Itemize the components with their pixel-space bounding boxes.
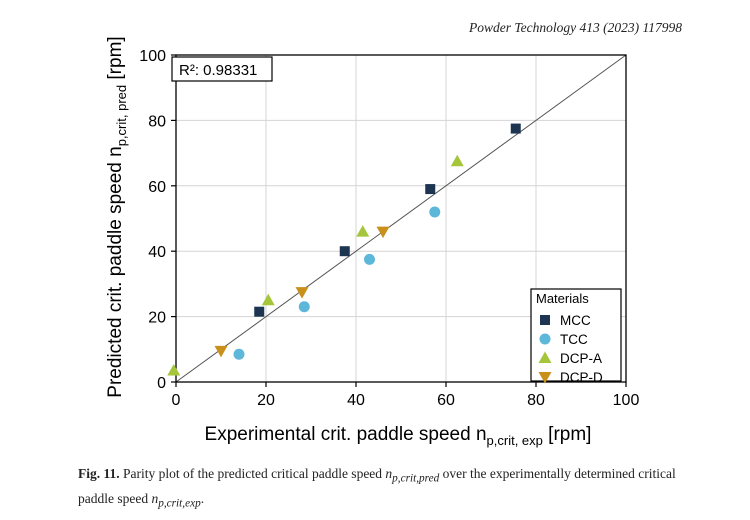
caption-var-1: np,crit,pred: [385, 466, 439, 485]
data-point-dcp-d: [295, 287, 309, 299]
legend-label-mcc: MCC: [560, 313, 591, 328]
legend-marker-dcp-d: [538, 372, 552, 384]
x-tick-label: 40: [347, 392, 365, 409]
parity-line: [175, 54, 627, 383]
caption-var-2-symbol: n: [151, 490, 159, 506]
parity-plot: 0 20 40 60 80 100 0 20 40 60 80 100 R²: 0.98331 Mat…: [105, 36, 639, 448]
x-tick-label: 100: [613, 392, 640, 409]
legend: Materials MCC TCC DCP-A DCP-D: [530, 288, 622, 385]
data-point-mcc: [510, 123, 521, 134]
caption-text-2: over the experimentally determined criti…: [78, 466, 676, 506]
data-point-tcc: [429, 206, 441, 218]
y-tick-label: 60: [148, 179, 166, 196]
data-point-tcc: [233, 348, 245, 360]
data-point-mcc: [425, 184, 436, 195]
caption-var-2: np,crit,exp: [151, 490, 201, 510]
figure-caption: Fig. 11. Parity plot of the predicted cr…: [78, 464, 698, 513]
caption-var-1-sub: p,crit,pred: [392, 472, 440, 485]
data-point-dcp-d: [214, 345, 228, 358]
r2-label: R²: 0.98331: [179, 62, 257, 79]
data-point-dcp-a: [261, 293, 275, 306]
legend-label-dcp-d: DCP-D: [560, 370, 603, 385]
x-tick-label: 60: [437, 392, 455, 409]
data-point-dcp-a: [450, 154, 464, 167]
data-point-tcc: [298, 301, 310, 313]
data-point-tcc: [364, 253, 375, 265]
plot-frame: [175, 54, 627, 383]
legend-title: Materials: [536, 291, 589, 306]
figure-label: Fig. 11.: [78, 466, 120, 481]
legend-marker-dcp-a: [538, 351, 552, 363]
legend-label-dcp-a: DCP-A: [560, 351, 602, 366]
data-points: [167, 123, 521, 376]
caption-var-2-sub: p,crit,exp: [158, 497, 201, 510]
data-point-mcc: [254, 306, 265, 317]
legend-label-tcc: TCC: [560, 332, 588, 347]
caption-var-1-symbol: n: [385, 466, 393, 481]
y-tick-label: 40: [148, 244, 166, 261]
x-tick-label: 80: [527, 392, 545, 409]
data-point-dcp-d: [376, 226, 390, 239]
x-tick-label: 0: [172, 392, 181, 409]
y-tick-label: 100: [139, 48, 166, 65]
data-point-dcp-a: [167, 364, 181, 376]
axis-ticks: 0 20 40 60 80 100 0 20 40 60 80 100: [139, 48, 639, 409]
caption-end: .: [200, 490, 205, 506]
y-tick-label: 80: [148, 113, 166, 130]
y-axis-label-main: Predicted crit. paddle speed n: [105, 146, 126, 397]
legend-marker-tcc: [539, 333, 551, 345]
r2-annotation: R²: 0.98331: [171, 56, 273, 82]
y-tick-label: 0: [157, 375, 166, 392]
data-point-mcc: [339, 246, 350, 257]
x-axis-label: Experimental crit. paddle speed np,crit,…: [205, 424, 592, 448]
caption-text-1: Parity plot of the predicted critical pa…: [123, 466, 383, 481]
data-point-dcp-a: [356, 225, 370, 237]
journal-header: Powder Technology 413 (2023) 117998: [469, 20, 682, 35]
y-tick-label: 20: [148, 310, 166, 327]
x-tick-label: 20: [257, 392, 275, 409]
x-axis-label-unit: [rpm]: [543, 424, 592, 445]
legend-marker-mcc: [540, 315, 550, 325]
y-axis-label: Predicted crit. paddle speed np,crit, pr…: [105, 36, 129, 397]
y-axis-label-unit: [rpm]: [105, 36, 126, 85]
x-axis-label-sub: p,crit, exp: [487, 433, 543, 448]
x-axis-label-main: Experimental crit. paddle speed n: [205, 424, 487, 445]
y-axis-label-sub: p,crit, pred: [114, 85, 129, 146]
